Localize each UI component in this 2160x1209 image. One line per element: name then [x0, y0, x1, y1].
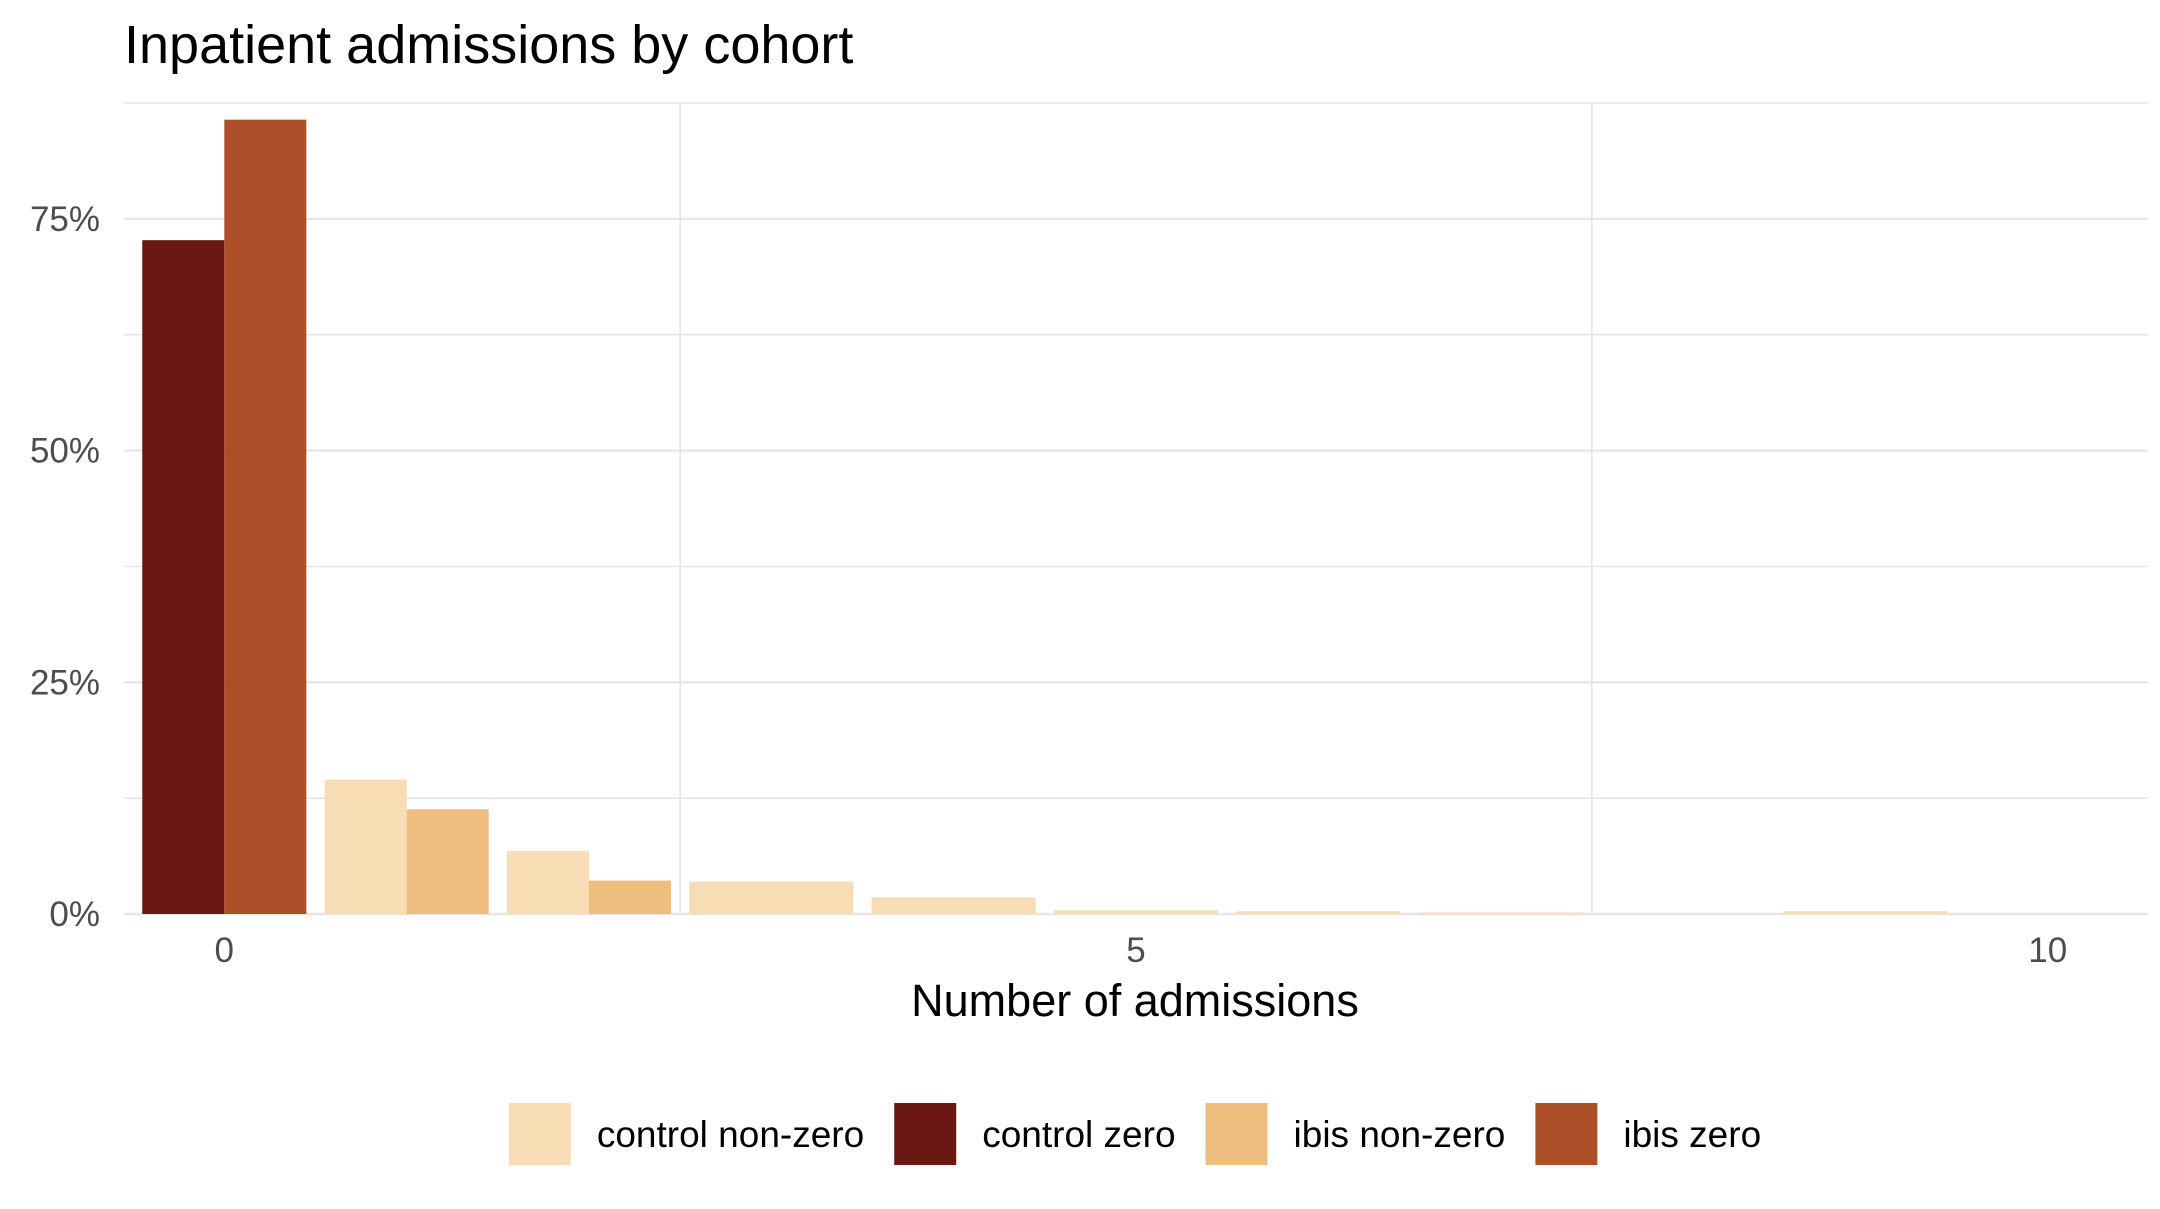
- legend-key-ibis-non-zero: [1205, 1103, 1268, 1165]
- legend-key-ibis-zero: [1535, 1103, 1598, 1165]
- x-tick-label: 5: [1126, 931, 1145, 970]
- legend: control non-zero control zero ibis non-zer…: [508, 1103, 1761, 1165]
- y-tick-label: 75%: [30, 200, 100, 239]
- bar-ibis-zero-x0: [224, 119, 307, 915]
- legend-label-ibis-non-zero: ibis non-zero: [1294, 1114, 1506, 1155]
- legend-label-ibis-zero: ibis zero: [1623, 1114, 1761, 1155]
- y-axis-ticks: 0% 25% 50% 75%: [30, 200, 100, 934]
- x-tick-label: 10: [2028, 931, 2067, 970]
- legend-label-control-zero: control zero: [982, 1114, 1175, 1155]
- grid: [124, 102, 2148, 916]
- bar-control-non-zero-x4: [871, 897, 1036, 914]
- y-tick-label: 0%: [49, 895, 100, 934]
- bar-control-non-zero-x7: [1418, 912, 1583, 914]
- legend-label-control-non-zero: control non-zero: [597, 1114, 864, 1155]
- x-tick-label: 0: [215, 931, 234, 970]
- chart-title: Inpatient admissions by cohort: [124, 15, 853, 75]
- bar-control-non-zero-x6: [1236, 911, 1401, 914]
- bar-control-non-zero-x9: [1783, 911, 1948, 914]
- bar-ibis-non-zero-x2: [588, 880, 672, 914]
- x-axis-title: Number of admissions: [911, 975, 1359, 1026]
- y-tick-label: 25%: [30, 663, 100, 702]
- bar-control-non-zero-x1: [324, 779, 407, 914]
- bar-control-zero-x0: [142, 240, 225, 914]
- bars: [142, 119, 1948, 915]
- bar-control-non-zero-x3: [689, 881, 854, 914]
- y-tick-label: 50%: [30, 432, 100, 471]
- x-axis-ticks: 0 5 10: [215, 931, 2068, 970]
- legend-key-control-non-zero: [508, 1103, 571, 1165]
- bar-ibis-non-zero-x1: [406, 809, 489, 914]
- legend-key-control-zero: [894, 1103, 957, 1165]
- bar-control-non-zero-x2: [506, 850, 589, 914]
- bar-control-non-zero-x5: [1053, 910, 1219, 914]
